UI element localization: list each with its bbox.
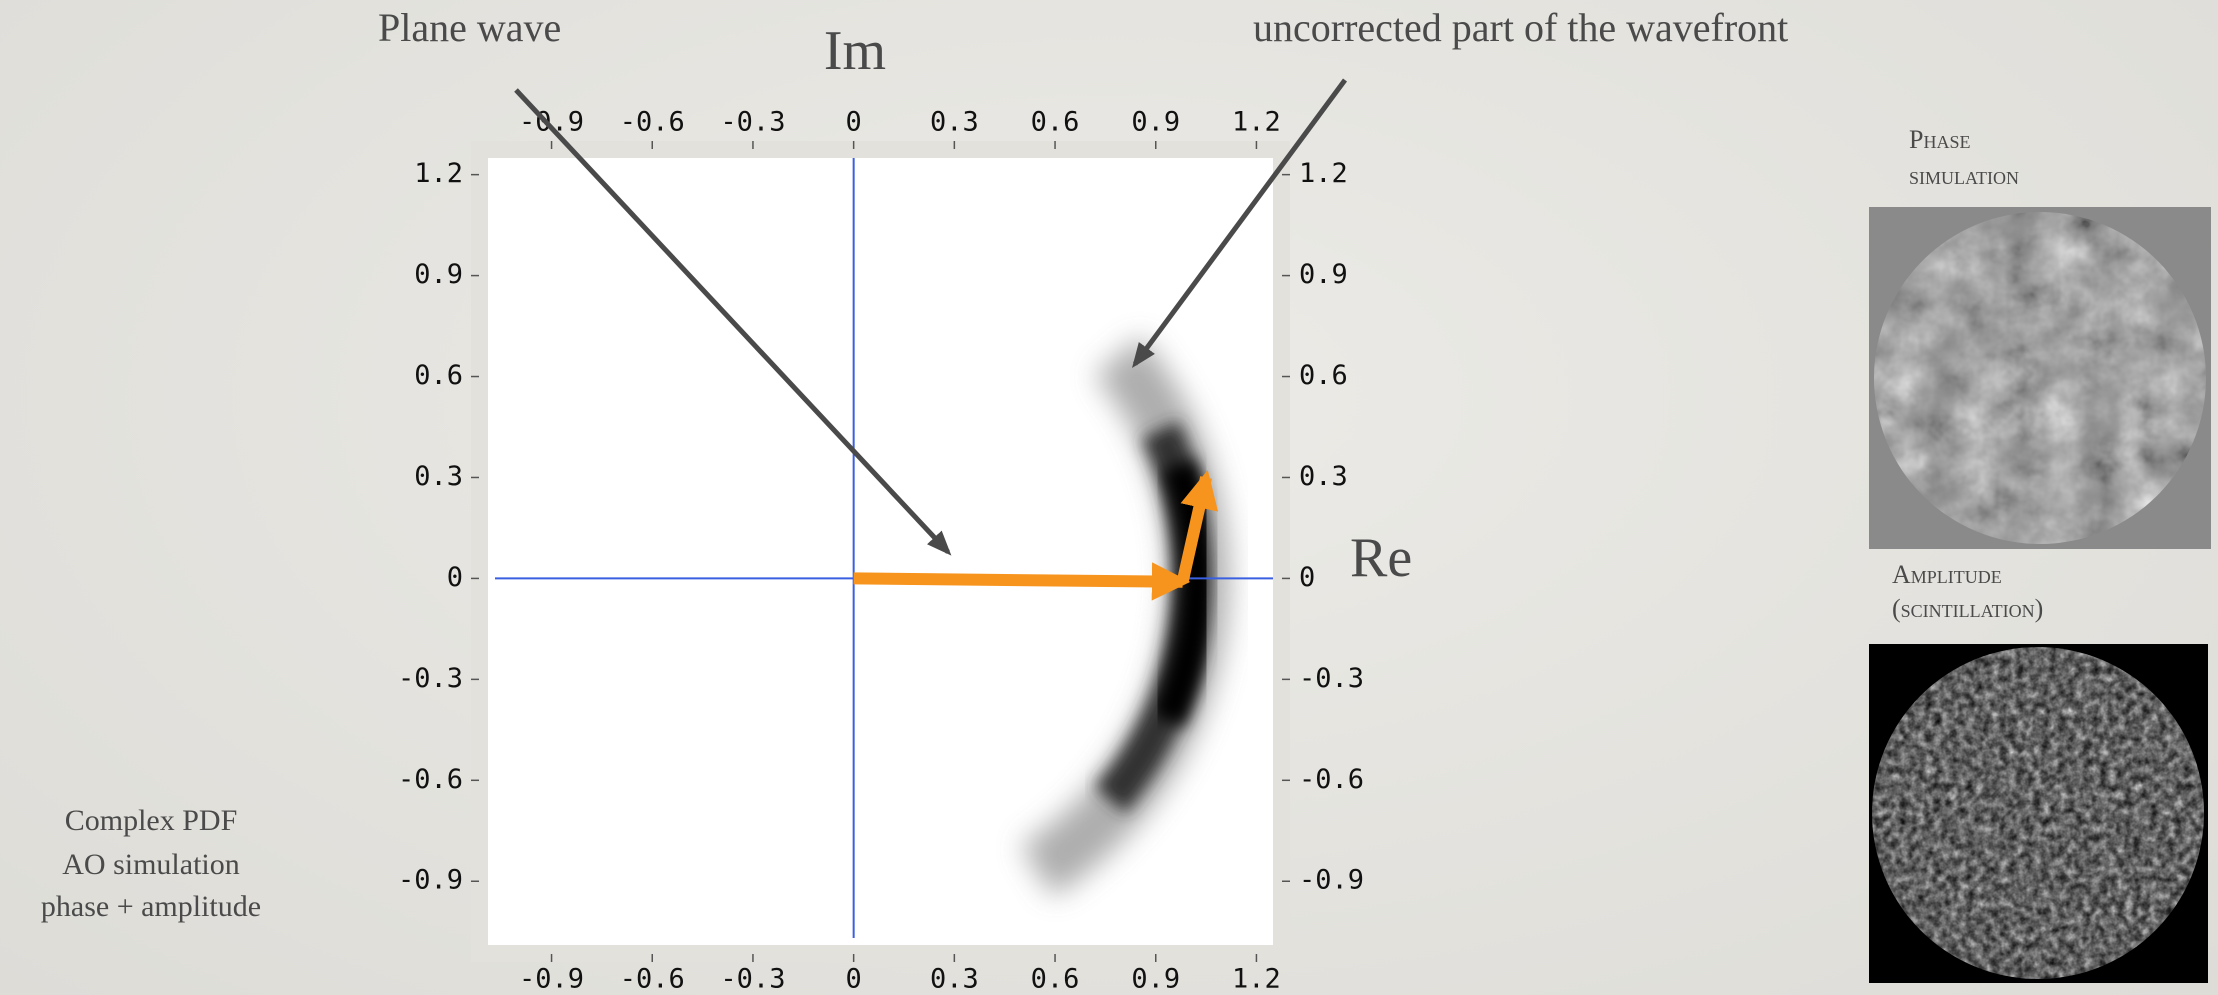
y-axis-label: Im bbox=[824, 20, 886, 82]
x-tick-label: 0.3 bbox=[930, 107, 979, 138]
y-tick-label: 0 bbox=[1299, 562, 1315, 593]
x-tick-label: -0.9 bbox=[519, 964, 584, 995]
x-tick-label: -0.6 bbox=[620, 107, 685, 138]
x-tick-label: 1.2 bbox=[1232, 107, 1281, 138]
pointer-arrow bbox=[514, 88, 952, 556]
x-tick-label: 0.9 bbox=[1131, 107, 1180, 138]
plot-area bbox=[488, 158, 1273, 945]
panel-title: Phase bbox=[1909, 125, 1970, 154]
pointer-arrow bbox=[1132, 78, 1348, 369]
y-tick-label: 0.6 bbox=[414, 360, 463, 391]
vector-arrow bbox=[853, 562, 1191, 601]
x-tick-label: -0.6 bbox=[620, 964, 685, 995]
y-tick-label: 1.2 bbox=[414, 158, 463, 189]
y-tick-label: 1.2 bbox=[1299, 158, 1348, 189]
y-tick-label: 0.3 bbox=[1299, 461, 1348, 492]
annotation: Plane wave bbox=[378, 5, 561, 50]
x-tick-label: -0.3 bbox=[720, 964, 785, 995]
x-tick-label: 0.6 bbox=[1031, 107, 1080, 138]
y-tick-label: 0.9 bbox=[414, 259, 463, 290]
x-tick-label: 0.9 bbox=[1131, 964, 1180, 995]
x-tick-label: 0 bbox=[846, 964, 862, 995]
panel-subtitle: simulation bbox=[1909, 161, 2019, 190]
y-tick-label: 0.9 bbox=[1299, 259, 1348, 290]
y-tick-label: -0.3 bbox=[398, 663, 463, 694]
panel-title: Amplitude bbox=[1892, 560, 2002, 589]
phase-image bbox=[1874, 212, 2206, 544]
amplitude-image bbox=[1872, 647, 2204, 979]
y-tick-label: -0.6 bbox=[1299, 764, 1364, 795]
y-tick-label: -0.9 bbox=[398, 865, 463, 896]
x-axis-label: Re bbox=[1350, 527, 1412, 589]
y-tick-label: -0.9 bbox=[1299, 865, 1364, 896]
y-tick-label: -0.6 bbox=[398, 764, 463, 795]
y-tick-label: -0.3 bbox=[1299, 663, 1364, 694]
caption: AO simulation bbox=[62, 848, 240, 881]
annotation: uncorrected part of the wavefront bbox=[1253, 5, 1788, 50]
x-tick-label: 0 bbox=[846, 107, 862, 138]
y-tick-label: 0.6 bbox=[1299, 360, 1348, 391]
caption: phase + amplitude bbox=[41, 890, 261, 923]
x-tick-label: 0.3 bbox=[930, 964, 979, 995]
y-tick-label: 0 bbox=[447, 562, 463, 593]
x-tick-label: -0.9 bbox=[519, 107, 584, 138]
panel-subtitle: (scintillation) bbox=[1892, 594, 2043, 623]
x-tick-label: 0.6 bbox=[1031, 964, 1080, 995]
y-tick-label: 0.3 bbox=[414, 461, 463, 492]
x-tick-label: 1.2 bbox=[1232, 964, 1281, 995]
x-tick-label: -0.3 bbox=[720, 107, 785, 138]
caption: Complex PDF bbox=[65, 804, 238, 837]
vector-arrow bbox=[1176, 469, 1219, 584]
